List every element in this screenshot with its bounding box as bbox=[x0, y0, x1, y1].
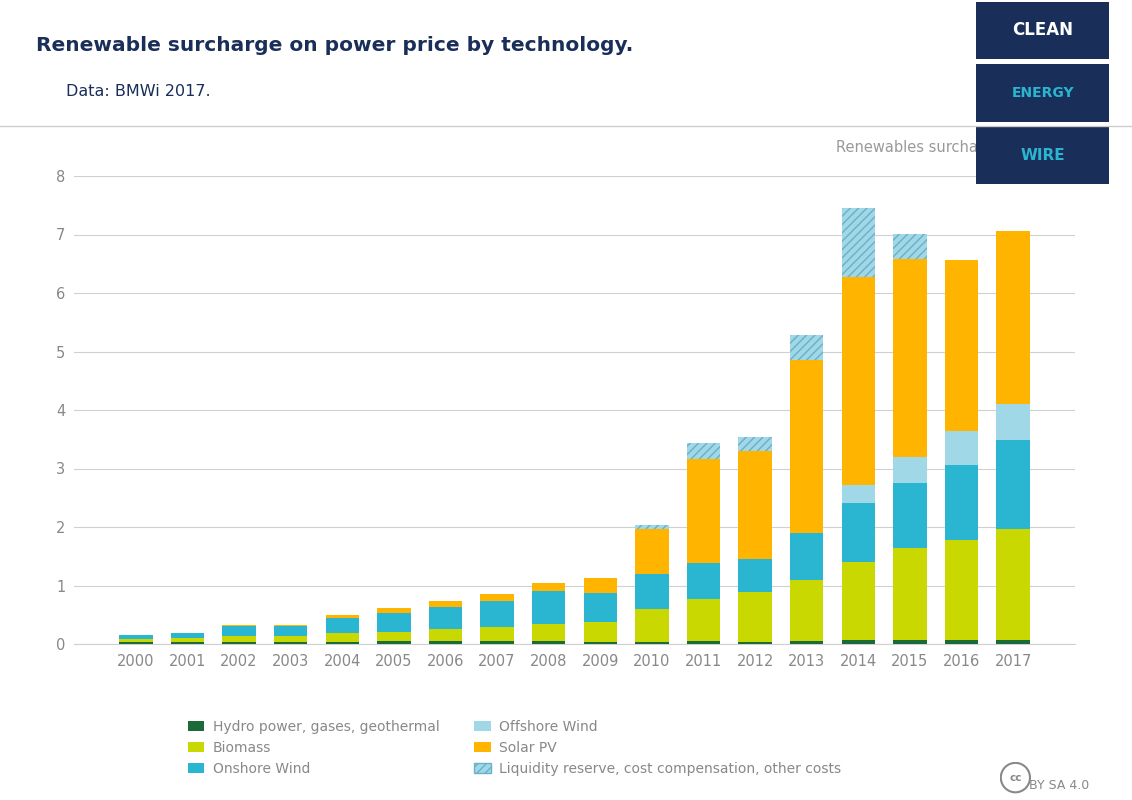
Bar bbox=[222, 642, 256, 644]
Text: BY SA 4.0: BY SA 4.0 bbox=[1029, 779, 1089, 792]
Bar bbox=[326, 618, 359, 634]
Bar bbox=[583, 642, 617, 644]
Bar bbox=[635, 529, 669, 574]
Bar bbox=[377, 641, 411, 644]
Bar bbox=[687, 458, 720, 562]
Bar bbox=[687, 443, 720, 458]
Bar bbox=[119, 638, 153, 642]
Bar bbox=[171, 642, 204, 644]
Bar bbox=[687, 641, 720, 644]
Bar bbox=[738, 451, 772, 559]
Bar bbox=[119, 634, 153, 638]
Text: CLEAN: CLEAN bbox=[1012, 22, 1073, 39]
Bar bbox=[996, 640, 1030, 644]
Text: cc: cc bbox=[1009, 773, 1022, 782]
Bar bbox=[171, 633, 204, 638]
Bar bbox=[841, 562, 875, 641]
Bar bbox=[841, 277, 875, 486]
Bar bbox=[326, 642, 359, 644]
Bar bbox=[893, 482, 927, 548]
Bar bbox=[635, 642, 669, 644]
Bar bbox=[377, 613, 411, 632]
Bar bbox=[790, 641, 823, 644]
Bar bbox=[738, 437, 772, 451]
Bar bbox=[790, 580, 823, 641]
Bar bbox=[790, 360, 823, 533]
Bar bbox=[996, 529, 1030, 640]
Bar bbox=[738, 592, 772, 642]
Bar bbox=[996, 440, 1030, 529]
Bar bbox=[945, 465, 978, 540]
Bar bbox=[996, 231, 1030, 403]
Bar bbox=[480, 602, 514, 627]
Bar bbox=[841, 208, 875, 277]
Bar bbox=[532, 590, 566, 623]
Bar bbox=[945, 260, 978, 431]
Bar bbox=[377, 608, 411, 613]
Bar bbox=[532, 623, 566, 641]
Bar bbox=[945, 641, 978, 644]
Bar bbox=[635, 525, 669, 529]
Bar bbox=[326, 634, 359, 642]
Bar bbox=[480, 641, 514, 644]
Text: Data: BMWi 2017.: Data: BMWi 2017. bbox=[66, 84, 211, 99]
Bar bbox=[841, 641, 875, 644]
Bar bbox=[945, 540, 978, 641]
Bar bbox=[583, 593, 617, 622]
Bar bbox=[893, 548, 927, 641]
Bar bbox=[222, 636, 256, 642]
Text: Renewables surcharge in ct/kWh: Renewables surcharge in ct/kWh bbox=[835, 140, 1075, 155]
Bar bbox=[429, 607, 462, 630]
Bar bbox=[687, 599, 720, 641]
Bar bbox=[119, 642, 153, 644]
Bar bbox=[687, 562, 720, 599]
Bar bbox=[893, 641, 927, 644]
Bar bbox=[996, 403, 1030, 440]
Bar bbox=[738, 559, 772, 592]
Text: WIRE: WIRE bbox=[1020, 148, 1065, 162]
Bar bbox=[635, 610, 669, 642]
Bar bbox=[274, 636, 308, 642]
Bar bbox=[893, 234, 927, 259]
Bar bbox=[841, 503, 875, 562]
Bar bbox=[274, 642, 308, 644]
Bar bbox=[429, 630, 462, 641]
Bar bbox=[480, 627, 514, 641]
Bar bbox=[480, 594, 514, 602]
Bar bbox=[790, 533, 823, 580]
Legend: Hydro power, gases, geothermal, Biomass, Onshore Wind, Offshore Wind, Solar PV, : Hydro power, gases, geothermal, Biomass,… bbox=[182, 714, 847, 781]
Bar bbox=[583, 578, 617, 593]
Bar bbox=[532, 582, 566, 590]
Bar bbox=[635, 574, 669, 610]
Bar bbox=[841, 486, 875, 503]
Bar bbox=[532, 641, 566, 644]
Bar bbox=[274, 626, 308, 636]
Bar bbox=[429, 602, 462, 607]
Bar bbox=[583, 622, 617, 642]
Text: Renewable surcharge on power price by technology.: Renewable surcharge on power price by te… bbox=[36, 36, 634, 55]
Bar bbox=[171, 638, 204, 642]
Bar bbox=[222, 626, 256, 636]
Bar bbox=[738, 642, 772, 644]
Bar bbox=[326, 614, 359, 618]
Bar bbox=[790, 335, 823, 360]
Bar bbox=[893, 259, 927, 457]
Bar bbox=[893, 457, 927, 482]
Bar bbox=[377, 632, 411, 641]
Text: ENERGY: ENERGY bbox=[1011, 86, 1074, 100]
Bar bbox=[945, 431, 978, 465]
Bar bbox=[429, 641, 462, 644]
